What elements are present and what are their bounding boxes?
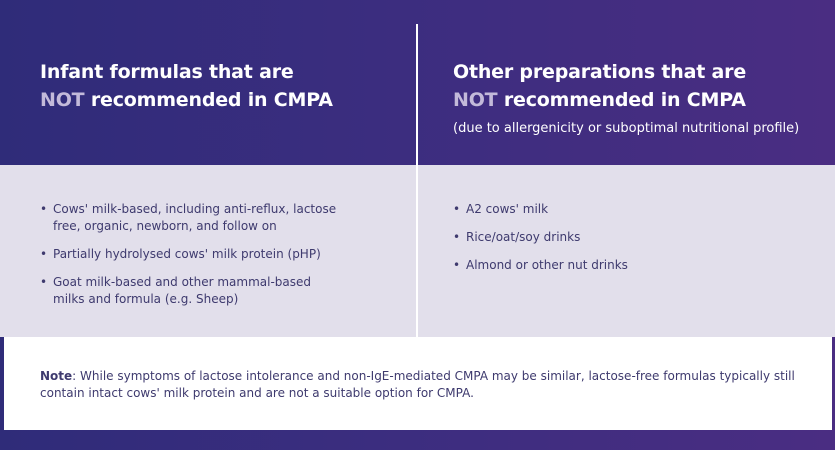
bullet-icon: •	[40, 247, 48, 261]
list-item-text: Partially hydrolysed cows' milk protein …	[53, 247, 321, 261]
list-item: • Partially hydrolysed cows' milk protein…	[40, 246, 340, 263]
right-item-list: • A2 cows' milk • Rice/oat/soy drinks • Alm…	[453, 201, 753, 285]
left-heading-not: NOT	[40, 89, 85, 111]
list-item: • Rice/oat/soy drinks	[453, 229, 753, 246]
left-item-list: • Cows' milk-based, including anti-reflux…	[40, 201, 340, 319]
bullet-icon: •	[453, 258, 461, 272]
list-item-text: Cows' milk-based, including anti-reflux,…	[53, 202, 337, 233]
header-section: Infant formulas that are NOT recommended…	[0, 0, 835, 165]
bullet-icon: •	[453, 230, 461, 244]
note-box: Note: While symptoms of lactose intolera…	[4, 337, 832, 430]
list-item: • Almond or other nut drinks	[453, 257, 753, 274]
list-item-text: Goat milk-based and other mammal-based m…	[53, 275, 312, 306]
left-heading-line2: NOT recommended in CMPA	[40, 86, 400, 114]
list-item-text: Rice/oat/soy drinks	[466, 230, 581, 244]
right-heading-line2-rest: recommended in CMPA	[497, 89, 746, 111]
list-item: • A2 cows' milk	[453, 201, 753, 218]
left-heading-line2-rest: recommended in CMPA	[84, 89, 333, 111]
list-item-text: A2 cows' milk	[466, 202, 549, 216]
left-column-heading: Infant formulas that are NOT recommended…	[40, 58, 400, 114]
right-column-heading: Other preparations that are NOT recommen…	[453, 58, 813, 140]
note-text: Note: While symptoms of lactose intolera…	[40, 368, 800, 402]
right-heading-not: NOT	[453, 89, 498, 111]
list-item-text: Almond or other nut drinks	[466, 258, 628, 272]
right-heading-subheading: (due to allergenicity or suboptimal nutr…	[453, 121, 800, 136]
list-item: • Goat milk-based and other mammal-based …	[40, 274, 340, 308]
note-body: : While symptoms of lactose intolerance …	[40, 369, 795, 400]
right-heading-line1: Other preparations that are	[453, 61, 747, 83]
right-heading-line2: NOT recommended in CMPA	[453, 86, 813, 114]
bullet-icon: •	[40, 202, 48, 216]
list-item: • Cows' milk-based, including anti-reflux…	[40, 201, 340, 235]
note-label: Note	[40, 369, 73, 383]
bullet-icon: •	[40, 275, 48, 289]
left-heading-line1: Infant formulas that are	[40, 61, 294, 83]
bullet-icon: •	[453, 202, 461, 216]
column-divider	[416, 24, 418, 337]
